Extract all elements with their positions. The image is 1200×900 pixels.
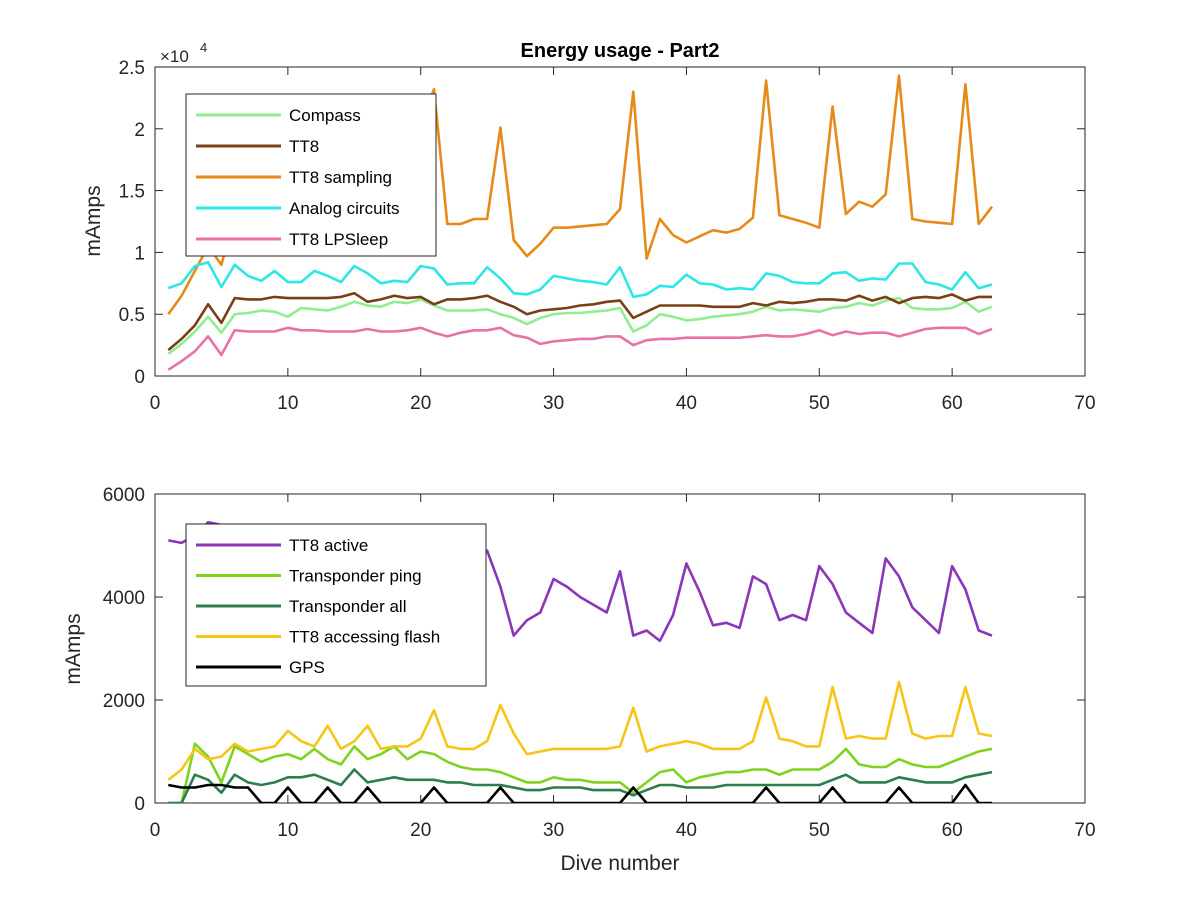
legend-label-tt8-lpsleep: TT8 LPSleep [289, 230, 388, 249]
legend-label-transponder-all: Transponder all [289, 597, 407, 616]
x-tick-label-bottom: 10 [277, 820, 298, 841]
chart-title: Energy usage - Part2 [521, 40, 720, 62]
top-chart-panel: Energy usage - Part2 mAmps ×10 4 0 10 20 30… [82, 40, 1096, 414]
legend-label-analog-circuits: Analog circuits [289, 199, 400, 218]
x-tick-label-top: 0 [150, 393, 161, 414]
legend-label-tt8: TT8 [289, 137, 319, 156]
x-tick-label-top: 30 [543, 393, 564, 414]
bottom-plot-area: 0 10 20 30 40 50 60 70 0 2000 4000 6000 TT8 active Tr… [103, 485, 1096, 841]
x-tick-label-bottom: 60 [942, 820, 963, 841]
legend-label-tt8-sampling: TT8 sampling [289, 168, 392, 187]
x-tick-label-top: 50 [809, 393, 830, 414]
y-axis-label-bottom: mAmps [62, 613, 85, 684]
legend-label-gps: GPS [289, 658, 325, 677]
y-tick-label-bottom: 0 [134, 794, 145, 815]
y-tick-label-top: 2 [134, 120, 145, 141]
legend-label-transponder-ping: Transponder ping [289, 567, 422, 586]
x-tick-label-top: 60 [942, 393, 963, 414]
legend-label-tt8-accessing-flash: TT8 accessing flash [289, 628, 440, 647]
y-axis-multiplier: ×10 4 [160, 40, 207, 66]
y-tick-label-bottom: 2000 [103, 691, 145, 712]
x-tick-label-top: 20 [410, 393, 431, 414]
legend-label-tt8-active: TT8 active [289, 536, 368, 555]
x-tick-label-bottom: 30 [543, 820, 564, 841]
x-tick-label-top: 40 [676, 393, 697, 414]
series-line-transponder-all [168, 768, 993, 803]
series-line-tt8-accessing-flash [167, 680, 993, 781]
top-plot-area: 0 10 20 30 40 50 60 70 0 0.5 1 1.5 2 2.5 Compass TT8 TT8… [119, 58, 1096, 414]
x-tick-label-bottom: 70 [1074, 820, 1095, 841]
x-tick-label-top: 10 [277, 393, 298, 414]
y-tick-label-bottom: 4000 [103, 588, 145, 609]
series-line-tt8 [167, 291, 992, 351]
x-tick-label-bottom: 0 [150, 820, 161, 841]
y-axis-label-top: mAmps [82, 185, 105, 256]
series-line-tt8-lpsleep [167, 326, 993, 371]
y-tick-label-top: 0.5 [119, 305, 145, 326]
x-tick-label-bottom: 40 [676, 820, 697, 841]
y-tick-label-top: 2.5 [119, 58, 145, 79]
multiplier-exponent: 4 [200, 40, 207, 55]
multiplier-base: ×10 [160, 47, 189, 66]
y-tick-label-top: 0 [134, 367, 145, 388]
legend-label-compass: Compass [289, 106, 361, 125]
y-tick-label-bottom: 6000 [103, 485, 145, 506]
series-line-analog-circuits [167, 260, 993, 299]
series-line-compass [167, 296, 993, 355]
x-tick-label-top: 70 [1074, 393, 1095, 414]
series-line-transponder-ping [168, 742, 993, 803]
legend-box-top [185, 93, 437, 257]
x-axis-label: Dive number [560, 852, 679, 875]
bottom-chart-panel: Dive number mAmps 0 10 20 30 40 50 60 70 0 2000 40… [62, 485, 1096, 875]
y-tick-label-top: 1 [134, 243, 145, 264]
y-tick-label-top: 1.5 [119, 182, 145, 203]
x-tick-label-bottom: 50 [809, 820, 830, 841]
x-tick-label-bottom: 20 [410, 820, 431, 841]
